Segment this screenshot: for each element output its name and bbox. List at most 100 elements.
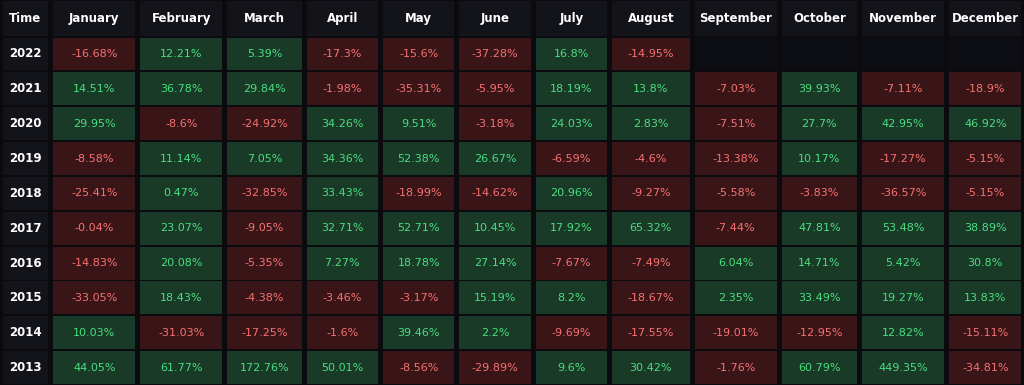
Bar (227, 351, 302, 384)
Text: -32.85%: -32.85% (242, 188, 288, 198)
Bar (862, 72, 944, 105)
Text: -15.6%: -15.6% (399, 49, 438, 59)
Bar (612, 72, 689, 105)
Text: 20.96%: 20.96% (550, 188, 593, 198)
Text: -0.04%: -0.04% (75, 223, 114, 233)
Text: 44.05%: 44.05% (73, 363, 116, 373)
Bar (227, 107, 302, 140)
Bar (307, 1, 378, 36)
Bar (612, 1, 689, 36)
Bar (694, 72, 776, 105)
Bar (781, 72, 857, 105)
Bar (53, 142, 135, 175)
Bar (536, 351, 607, 384)
Text: 32.71%: 32.71% (322, 223, 364, 233)
Bar (383, 72, 455, 105)
Text: -4.6%: -4.6% (635, 154, 667, 164)
Text: 46.92%: 46.92% (964, 119, 1007, 129)
Text: February: February (152, 12, 211, 25)
Bar (612, 38, 689, 70)
Bar (862, 316, 944, 349)
Text: -14.95%: -14.95% (628, 49, 674, 59)
Bar (2, 1, 48, 36)
Bar (53, 351, 135, 384)
Bar (536, 246, 607, 280)
Text: 34.26%: 34.26% (322, 119, 364, 129)
Text: 39.93%: 39.93% (798, 84, 841, 94)
Bar (383, 351, 455, 384)
Bar (383, 281, 455, 314)
Text: 29.95%: 29.95% (73, 119, 116, 129)
Bar (307, 177, 378, 210)
Bar (694, 281, 776, 314)
Text: 5.39%: 5.39% (247, 49, 283, 59)
Bar (460, 351, 530, 384)
Text: 10.17%: 10.17% (799, 154, 841, 164)
Text: -17.3%: -17.3% (323, 49, 362, 59)
Bar (140, 351, 222, 384)
Text: -1.76%: -1.76% (716, 363, 756, 373)
Text: 17.92%: 17.92% (550, 223, 593, 233)
Text: 30.42%: 30.42% (630, 363, 672, 373)
Text: 449.35%: 449.35% (879, 363, 928, 373)
Text: -5.95%: -5.95% (475, 84, 515, 94)
Text: -5.15%: -5.15% (966, 154, 1005, 164)
Bar (383, 1, 455, 36)
Bar (307, 142, 378, 175)
Bar (694, 1, 776, 36)
Bar (140, 316, 222, 349)
Text: 20.08%: 20.08% (160, 258, 203, 268)
Bar (694, 38, 776, 70)
Text: -29.89%: -29.89% (472, 363, 518, 373)
Text: 47.81%: 47.81% (798, 223, 841, 233)
Text: -35.31%: -35.31% (395, 84, 441, 94)
Bar (862, 212, 944, 245)
Bar (536, 281, 607, 314)
Bar (781, 316, 857, 349)
Bar (536, 177, 607, 210)
Text: -19.01%: -19.01% (713, 328, 759, 338)
Bar (612, 107, 689, 140)
Bar (140, 72, 222, 105)
Bar (460, 316, 530, 349)
Text: -6.59%: -6.59% (552, 154, 591, 164)
Text: December: December (951, 12, 1019, 25)
Bar (383, 38, 455, 70)
Text: -7.67%: -7.67% (552, 258, 591, 268)
Bar (612, 351, 689, 384)
Text: 39.46%: 39.46% (397, 328, 440, 338)
Text: August: August (628, 12, 674, 25)
Text: -14.62%: -14.62% (472, 188, 518, 198)
Bar (53, 281, 135, 314)
Text: -17.27%: -17.27% (880, 154, 927, 164)
Bar (781, 107, 857, 140)
Text: 26.67%: 26.67% (474, 154, 516, 164)
Text: May: May (406, 12, 432, 25)
Text: 27.14%: 27.14% (474, 258, 516, 268)
Text: 2014: 2014 (9, 326, 42, 339)
Bar (53, 246, 135, 280)
Text: 33.49%: 33.49% (798, 293, 841, 303)
Bar (307, 107, 378, 140)
Text: -36.57%: -36.57% (880, 188, 927, 198)
Bar (536, 212, 607, 245)
Bar (862, 246, 944, 280)
Text: 13.83%: 13.83% (965, 293, 1007, 303)
Text: -12.95%: -12.95% (797, 328, 843, 338)
Text: July: July (559, 12, 584, 25)
Text: 14.51%: 14.51% (73, 84, 116, 94)
Text: 16.8%: 16.8% (554, 49, 589, 59)
Text: -7.51%: -7.51% (716, 119, 756, 129)
Text: 53.48%: 53.48% (882, 223, 925, 233)
Bar (862, 1, 944, 36)
Text: -8.58%: -8.58% (75, 154, 114, 164)
Bar (140, 1, 222, 36)
Text: -5.58%: -5.58% (716, 188, 756, 198)
Bar (140, 212, 222, 245)
Text: -3.83%: -3.83% (800, 188, 839, 198)
Bar (862, 38, 944, 70)
Bar (460, 281, 530, 314)
Text: -7.03%: -7.03% (716, 84, 756, 94)
Bar (460, 1, 530, 36)
Text: 15.19%: 15.19% (474, 293, 516, 303)
